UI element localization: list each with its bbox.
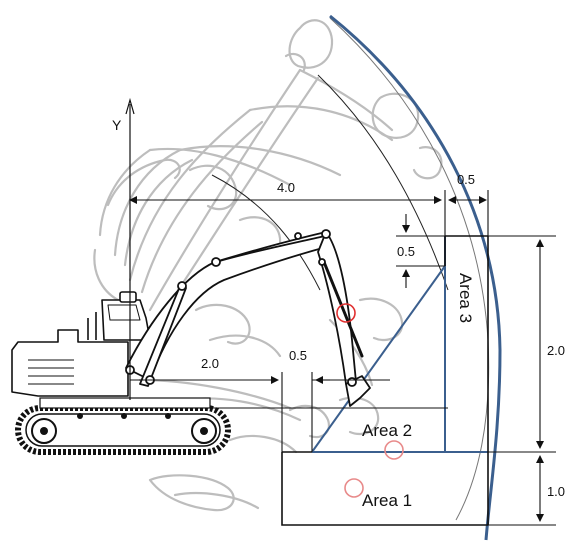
dimension-lines — [129, 190, 556, 526]
workspace-boundary — [281, 235, 489, 526]
reach-arcs — [211, 14, 502, 541]
y-axis-label: Y — [112, 117, 122, 133]
dim-top-gap-label: 0.5 — [457, 172, 475, 187]
red-marker-area1 — [344, 478, 364, 498]
dim-reach-label: 4.0 — [277, 180, 295, 195]
excavator-track — [15, 397, 231, 455]
area-1-label: Area 1 — [362, 491, 412, 510]
dim-bottom-left-label: 2.0 — [201, 356, 219, 371]
area-2-label: Area 2 — [362, 421, 412, 440]
dim-lower-height-label: 1.0 — [547, 484, 565, 499]
y-axis — [125, 97, 135, 400]
dim-right-height-label: 2.0 — [547, 343, 565, 358]
dim-step-height-label: 0.5 — [397, 244, 415, 259]
area-3-label: Area 3 — [456, 273, 475, 323]
contact-markers — [336, 303, 404, 498]
excavator-boom — [125, 229, 371, 407]
red-marker-area2 — [384, 440, 404, 460]
excavator-body — [11, 291, 151, 397]
red-marker-arm — [336, 303, 356, 323]
dim-bottom-gap-label: 0.5 — [289, 348, 307, 363]
